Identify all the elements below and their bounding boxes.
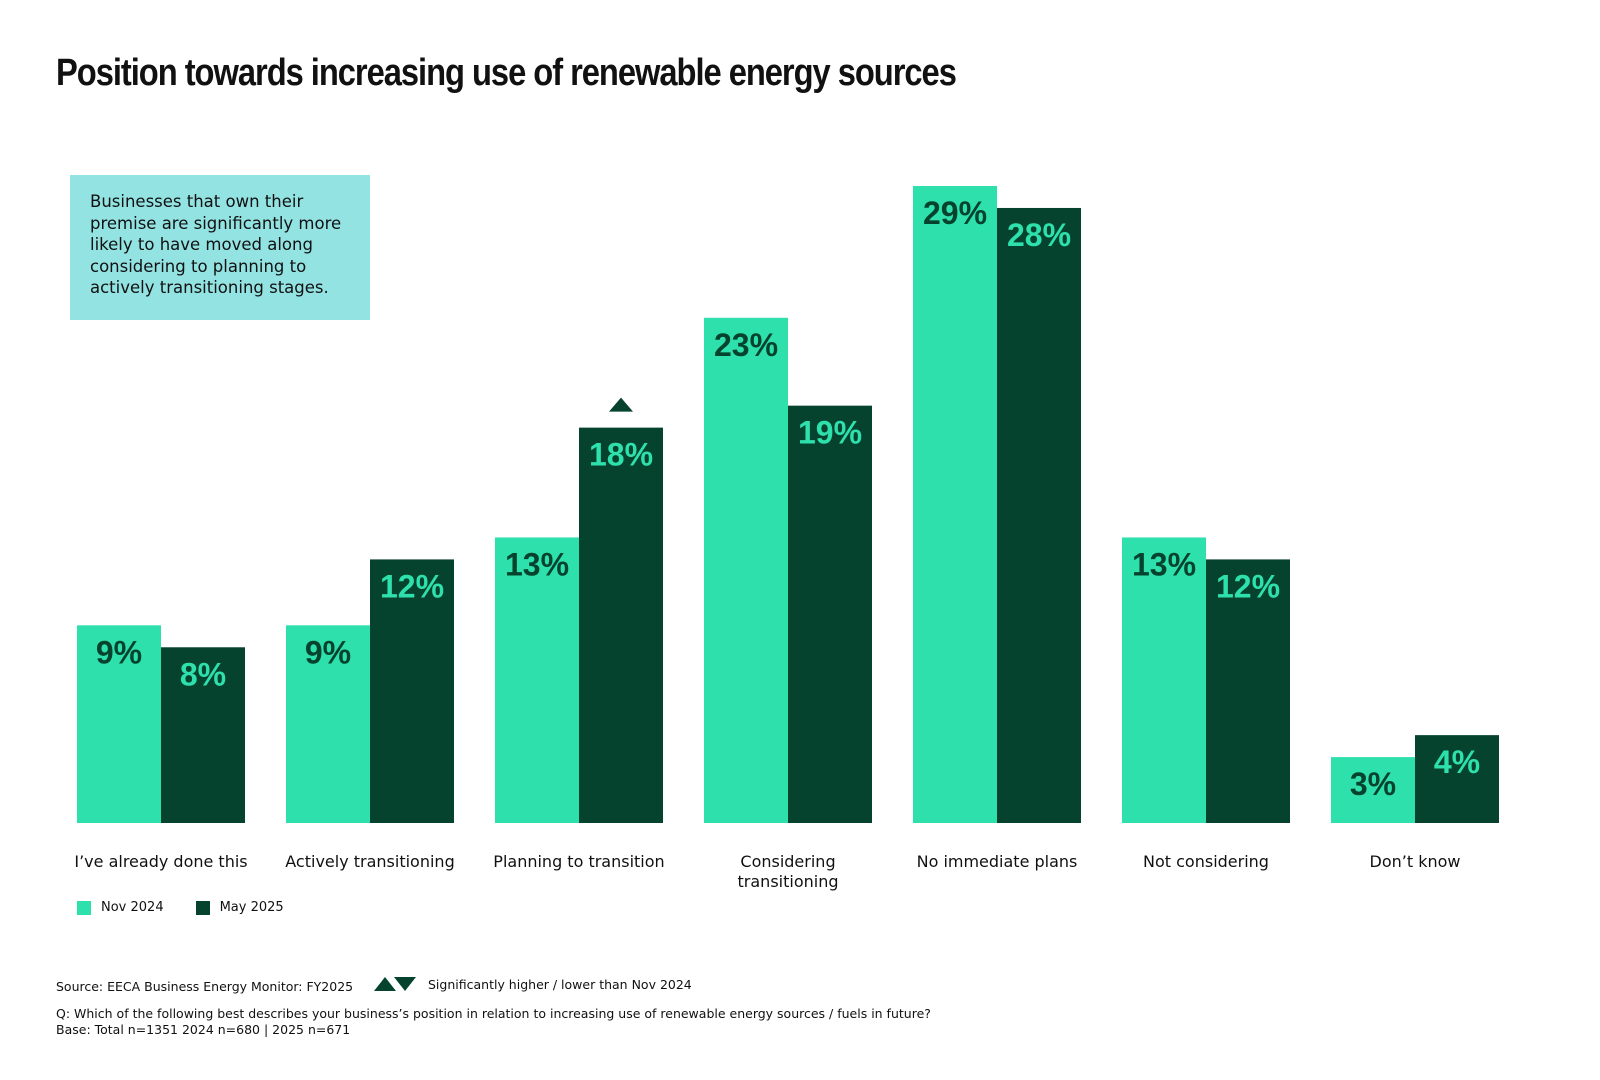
base-text: Base: Total n=1351 2024 n=680 | 2025 n=6… [56,1022,351,1037]
legend-item-may: May 2025 [195,900,284,915]
bar-may-2025-2 [579,427,663,823]
bar-may-2025-6 [1415,735,1499,823]
category-label: transitioning [738,872,839,891]
data-label: 19% [798,415,862,451]
bar-may-2025-4 [997,207,1081,823]
significance-marker [609,397,633,412]
legend-swatch-may [195,900,210,915]
bar-may-2025-5 [1206,559,1290,823]
data-label: 3% [1350,766,1396,802]
legend-swatch-nov [77,900,91,915]
data-label: 13% [505,546,569,582]
callout-note: Businesses that own their premise are si… [70,175,370,320]
data-label: 9% [305,634,351,670]
data-label: 18% [589,437,653,473]
bar-nov-2024-2 [495,537,579,823]
category-label: I’ve already done this [74,852,247,871]
bar-nov-2024-1 [286,625,370,823]
category-label: Actively transitioning [285,852,454,871]
data-label: 23% [714,327,778,363]
legend-label-may: May 2025 [219,900,284,915]
data-label: 28% [1007,217,1071,253]
category-label: Considering [740,852,835,871]
bar-nov-2024-4 [913,186,997,823]
bar-nov-2024-5 [1122,537,1206,823]
legend-item-nov: Nov 2024 [77,900,164,915]
bar-nov-2024-6 [1331,757,1415,823]
category-label: Not considering [1143,852,1269,871]
data-label: 13% [1132,546,1196,582]
bar-nov-2024-0 [77,625,161,823]
data-label: 4% [1434,744,1480,780]
category-label: Planning to transition [493,852,664,871]
legend: Nov 2024 May 2025 [77,900,306,915]
category-label: Don’t know [1370,852,1461,871]
legend-label-nov: Nov 2024 [101,900,164,915]
bar-may-2025-1 [370,559,454,823]
data-label: 9% [96,634,142,670]
chart-title: Position towards increasing use of renew… [56,52,957,94]
bar-may-2025-3 [788,405,872,823]
data-label: 29% [923,195,987,231]
significance-text: Significantly higher / lower than Nov 20… [428,976,692,992]
data-label: 12% [1216,568,1280,604]
source-note: Source: EECA Business Energy Monitor: FY… [56,979,354,994]
significance-arrows-icon [374,977,416,991]
data-label: 12% [380,568,444,604]
bar-may-2025-0 [161,647,245,823]
significance-key: Significantly higher / lower than Nov 20… [374,976,692,992]
category-label: No immediate plans [917,852,1078,871]
bar-nov-2024-3 [704,317,788,823]
question-note: Q: Which of the following best describes… [56,1006,931,1038]
question-text: Q: Which of the following best describes… [56,1006,931,1021]
data-label: 8% [180,656,226,692]
